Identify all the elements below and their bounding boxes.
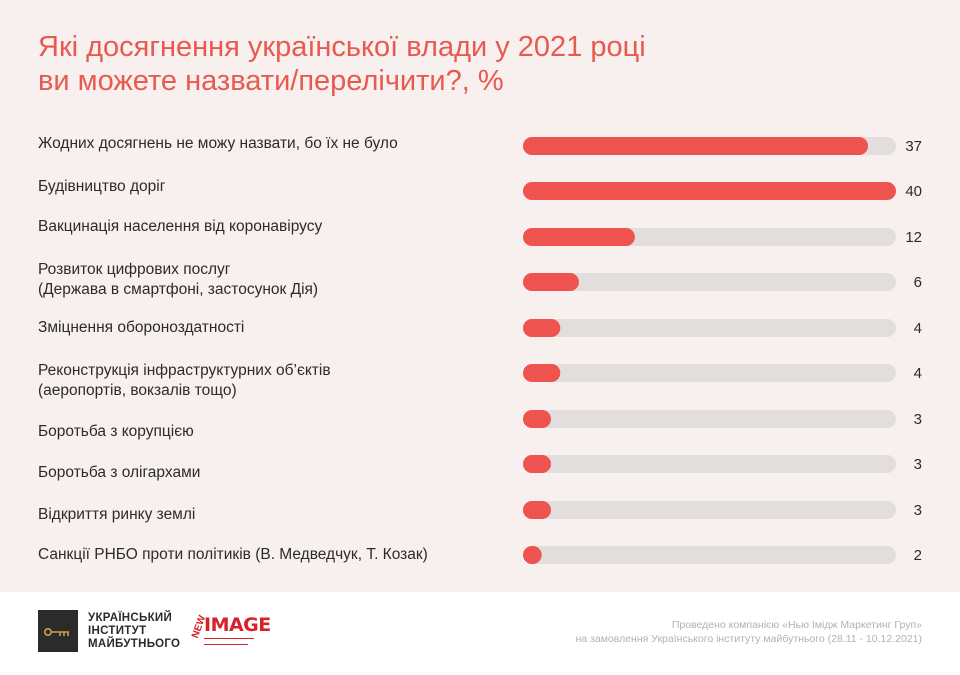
bar: [523, 319, 561, 337]
institute-logo-text: УКРАЇНСЬКИЙ ІНСТИТУТ МАЙБУТНЬОГО: [88, 612, 180, 651]
bar: [523, 546, 542, 564]
bar-track: [523, 410, 896, 428]
new-image-logo-word: IMAGE: [204, 614, 271, 636]
category-label: Відкриття ринку землі: [38, 505, 508, 525]
bar-track: [523, 319, 896, 337]
footer: УКРАЇНСЬКИЙ ІНСТИТУТ МАЙБУТНЬОГО NEW IMA…: [0, 592, 960, 675]
bar-chart: 37 40 12 6 4 4 3 3 3 2: [523, 137, 922, 564]
new-image-logo-rule-2: [204, 644, 248, 645]
category-label-line: Будівництво доріг: [38, 178, 166, 195]
bar-track: [523, 364, 896, 382]
credits-line-2: на замовлення Українського інституту май…: [575, 633, 922, 645]
institute-logo-icon: [38, 610, 78, 652]
category-label-line: Санкції РНБО проти політиків (В. Медведч…: [38, 546, 428, 563]
category-label-line: (аеропортів, вокзалів тощо): [38, 382, 237, 399]
category-label: Боротьба з олігархами: [38, 463, 508, 483]
category-label-line: Вакцинація населення від коронавірусу: [38, 218, 323, 235]
institute-name-line-3: МАЙБУТНЬОГО: [88, 638, 181, 650]
bar: [523, 410, 551, 428]
bar-track: [523, 546, 896, 564]
institute-name-line-2: ІНСТИТУТ: [88, 625, 147, 637]
new-image-logo: NEW IMAGE: [190, 606, 271, 656]
bar-value-label: 12: [905, 229, 922, 246]
category-label-line: Боротьба з корупцією: [38, 423, 194, 440]
category-label-line: Жодних досягнень не можу назвати, бо їх …: [38, 135, 398, 152]
category-label-line: (Держава в смартфоні, застосунок Дія): [38, 281, 319, 298]
bar-value-label: 37: [905, 138, 922, 155]
survey-credits: Проведено компанією «Нью Імідж Маркетинг…: [575, 618, 922, 646]
category-label-line: Боротьба з олігархами: [38, 464, 201, 481]
chart-title: Які досягнення української влади у 2021 …: [38, 30, 918, 98]
bar: [523, 273, 579, 291]
bar-value-label: 6: [914, 274, 922, 291]
bar: [523, 182, 896, 200]
category-label: Санкції РНБО проти політиків (В. Медведч…: [38, 545, 508, 565]
category-label: Жодних досягнень не можу назвати, бо їх …: [38, 134, 508, 154]
bar: [523, 137, 869, 155]
bar-value-label: 40: [905, 183, 922, 200]
bar: [523, 228, 635, 246]
institute-name-line-1: УКРАЇНСЬКИЙ: [88, 612, 173, 624]
chart-title-line-1: Які досягнення української влади у 2021 …: [38, 31, 646, 63]
category-label-line: Реконструкція інфраструктурних об’єктів: [38, 362, 331, 379]
category-label: Будівництво доріг: [38, 177, 508, 197]
category-label: Розвиток цифрових послуг (Держава в смарт…: [38, 260, 508, 300]
bar-value-label: 2: [914, 547, 922, 564]
new-image-logo-rule: [204, 638, 254, 641]
category-label: Боротьба з корупцією: [38, 422, 508, 442]
chart-title-line-2: ви можете назвати/перелічити?, %: [38, 65, 504, 97]
category-label-line: Розвиток цифрових послуг: [38, 261, 231, 278]
bar-value-label: 3: [914, 502, 922, 519]
category-label: Зміцнення обороноздатності: [38, 318, 508, 338]
category-label-line: Зміцнення обороноздатності: [38, 319, 245, 336]
bar: [523, 364, 561, 382]
bar-track: [523, 273, 896, 291]
category-label: Реконструкція інфраструктурних об’єктів (…: [38, 361, 508, 401]
bar-value-label: 3: [914, 456, 922, 473]
bar: [523, 501, 551, 519]
bar-value-label: 4: [914, 320, 922, 337]
credits-line-1: Проведено компанією «Нью Імідж Маркетинг…: [671, 619, 922, 631]
bar-value-label: 3: [914, 411, 922, 428]
category-label-line: Відкриття ринку землі: [38, 506, 196, 523]
bar-track: [523, 455, 896, 473]
bar: [523, 455, 551, 473]
bar-track: [523, 501, 896, 519]
category-label: Вакцинація населення від коронавірусу: [38, 217, 508, 237]
bar-value-label: 4: [914, 365, 922, 382]
